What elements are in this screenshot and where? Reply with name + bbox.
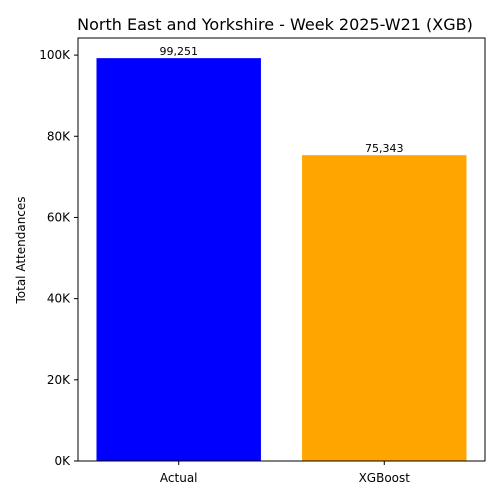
y-tick-label: 60K <box>47 210 71 224</box>
y-axis-label: Total Attendances <box>14 196 28 304</box>
y-tick-label: 40K <box>47 292 71 306</box>
chart-title: North East and Yorkshire - Week 2025-W21… <box>77 15 473 34</box>
bar-xgboost <box>302 155 467 461</box>
y-tick-label: 20K <box>47 373 71 387</box>
x-axis-ticks: Actual XGBoost <box>160 461 410 485</box>
plot-frame <box>77 37 486 462</box>
x-tick-label: Actual <box>160 471 198 485</box>
x-tick-label: XGBoost <box>359 471 411 485</box>
y-tick-label: 80K <box>47 129 71 143</box>
y-tick-label: 100K <box>39 48 71 62</box>
y-tick-label: 0K <box>54 454 71 468</box>
bars-group: 99,251 75,343 <box>96 45 467 461</box>
bar-value-label: 99,251 <box>159 45 198 58</box>
bar-value-label: 75,343 <box>365 142 404 155</box>
bar-actual <box>96 58 261 461</box>
y-axis-ticks: 0K 20K 40K 60K 80K 100K <box>39 48 78 468</box>
